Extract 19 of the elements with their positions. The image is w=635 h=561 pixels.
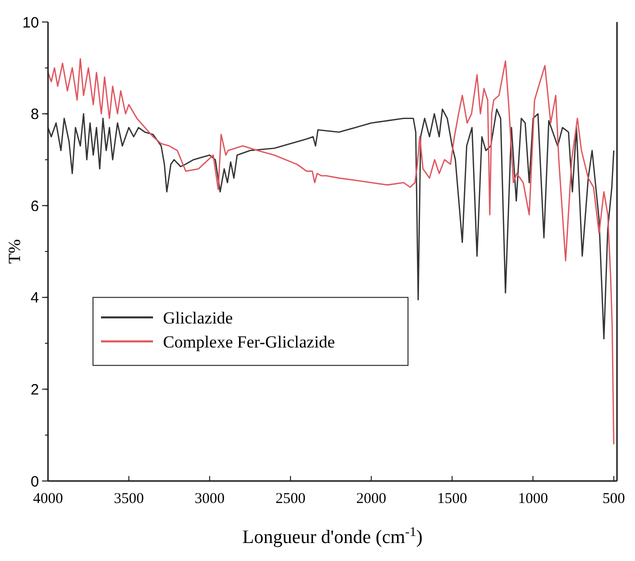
y-tick-label: 8 xyxy=(30,106,39,124)
y-tick-label: 6 xyxy=(30,198,39,215)
x-tick-label: 2500 xyxy=(275,491,306,507)
x-tick-label: 1500 xyxy=(437,491,468,507)
y-axis-title: T% xyxy=(5,239,24,264)
legend-label: Gliclazide xyxy=(163,308,233,328)
y-tick-label: 2 xyxy=(30,381,39,398)
y-tick-label: 0 xyxy=(30,473,39,490)
x-tick-label: 3500 xyxy=(114,491,144,507)
x-tick-label: 3000 xyxy=(194,491,225,507)
line-series xyxy=(47,58,614,445)
x-tick-label: 1000 xyxy=(518,491,548,507)
y-tick-label: 10 xyxy=(22,14,39,32)
x-tick-label: 2000 xyxy=(356,491,386,507)
y-tick-label: 4 xyxy=(30,290,39,307)
x-axis-title: Longueur d'onde (cm$^{-1}$) xyxy=(242,524,423,548)
x-tick-label: 4000 xyxy=(33,491,63,507)
x-tick-label: 500 xyxy=(602,491,626,507)
legend-label: Complexe Fer-Gliclazide xyxy=(163,332,335,352)
